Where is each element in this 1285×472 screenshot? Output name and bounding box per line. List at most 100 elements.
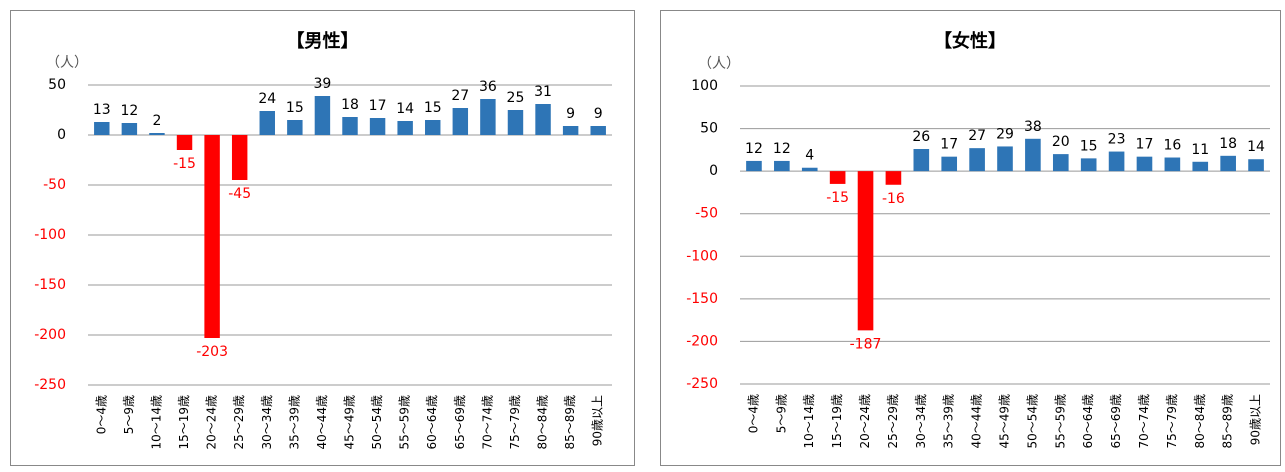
data-label: 15 xyxy=(424,100,442,116)
y-tick-label: 50 xyxy=(700,121,718,137)
y-tick-label: 100 xyxy=(691,78,718,94)
data-label: 16 xyxy=(1163,138,1181,154)
x-tick-label: 35～39歳 xyxy=(287,395,301,450)
bar xyxy=(1080,158,1097,172)
x-tick-label: 35～39歳 xyxy=(942,394,956,449)
bar xyxy=(1220,155,1236,172)
data-label: 24 xyxy=(258,91,276,107)
y-tick-label: 50 xyxy=(48,77,66,93)
data-label: 14 xyxy=(396,101,414,117)
data-label: 27 xyxy=(968,128,986,144)
bar xyxy=(1052,154,1069,172)
unit-label: （人） xyxy=(698,56,740,72)
x-tick-label: 20～24歳 xyxy=(858,394,872,449)
bar xyxy=(149,133,165,135)
x-tick-label: 80～84歳 xyxy=(1193,394,1207,449)
data-label: 27 xyxy=(451,88,469,104)
data-label: 23 xyxy=(1108,132,1126,148)
y-tick-label: -150 xyxy=(686,291,718,307)
bar xyxy=(314,96,331,135)
y-tick-label: -250 xyxy=(34,377,66,393)
x-tick-label: 70～74歳 xyxy=(480,395,494,450)
x-tick-label: 65～69歳 xyxy=(453,395,467,450)
data-label: 15 xyxy=(1080,138,1098,154)
y-tick-label: -50 xyxy=(43,177,66,193)
x-tick-label: 40～44歳 xyxy=(970,394,984,449)
data-label: 18 xyxy=(1219,136,1237,152)
x-tick-label: 75～79歳 xyxy=(508,395,522,450)
bar xyxy=(287,120,303,135)
bar xyxy=(204,135,220,338)
data-label: 17 xyxy=(940,137,958,153)
data-label: 9 xyxy=(594,106,603,122)
bar xyxy=(176,135,193,150)
bar xyxy=(369,118,386,135)
x-tick-label: 55～59歳 xyxy=(398,395,412,450)
bar xyxy=(913,149,930,172)
x-tick-label: 40～44歳 xyxy=(315,395,329,450)
data-label: -16 xyxy=(882,191,905,207)
x-tick-label: 10～14歳 xyxy=(802,394,816,449)
x-tick-label: 20～24歳 xyxy=(205,395,219,450)
bar xyxy=(94,122,110,135)
bar xyxy=(231,135,248,180)
bar xyxy=(480,99,496,135)
data-label: 18 xyxy=(341,97,359,113)
bar xyxy=(425,120,441,135)
x-tick-label: 80～84歳 xyxy=(536,395,550,450)
y-tick-label: 0 xyxy=(709,163,718,179)
bar xyxy=(342,117,358,135)
data-label: 20 xyxy=(1052,134,1070,150)
bar xyxy=(535,104,551,135)
x-tick-label: 0～4歳 xyxy=(94,395,108,434)
data-label: 31 xyxy=(534,84,552,100)
bar xyxy=(259,111,275,135)
x-tick-label: 5～9歳 xyxy=(774,394,788,433)
data-label: -187 xyxy=(850,336,882,352)
x-tick-label: 60～64歳 xyxy=(1081,394,1095,449)
chart-frame xyxy=(10,10,635,466)
y-tick-label: -200 xyxy=(686,333,718,349)
y-tick-label: -100 xyxy=(686,248,718,264)
data-label: 15 xyxy=(286,100,304,116)
data-label: -15 xyxy=(173,156,196,172)
y-tick-label: -150 xyxy=(34,277,66,293)
x-tick-label: 15～19歳 xyxy=(830,394,844,449)
bar xyxy=(941,156,958,172)
data-label: -15 xyxy=(826,190,849,206)
x-tick-label: 45～49歳 xyxy=(998,394,1012,449)
data-label: -45 xyxy=(228,186,251,202)
y-tick-label: 0 xyxy=(57,127,66,143)
x-tick-label: 75～79歳 xyxy=(1165,394,1179,449)
bar xyxy=(801,167,818,172)
bar xyxy=(397,121,413,135)
data-label: 2 xyxy=(152,113,161,129)
y-tick-label: -200 xyxy=(34,327,66,343)
x-tick-label: 70～74歳 xyxy=(1137,394,1151,449)
y-tick-label: -250 xyxy=(686,376,718,392)
x-tick-label: 30～34歳 xyxy=(914,394,928,449)
x-tick-label: 90歳以上 xyxy=(1249,394,1263,445)
bar xyxy=(746,160,762,172)
bar xyxy=(885,171,902,185)
bar xyxy=(997,146,1013,172)
x-tick-label: 90歳以上 xyxy=(591,395,605,446)
data-label: 26 xyxy=(912,129,930,145)
bar xyxy=(969,148,985,172)
x-tick-label: 0～4歳 xyxy=(746,394,760,433)
bar xyxy=(121,123,138,135)
data-label: 12 xyxy=(745,141,763,157)
x-tick-label: 85～89歳 xyxy=(563,395,577,450)
bar xyxy=(829,171,846,184)
data-label: 14 xyxy=(1247,139,1265,155)
data-label: 12 xyxy=(773,141,791,157)
data-label: 9 xyxy=(566,106,575,122)
data-label: 4 xyxy=(805,148,814,164)
y-tick-label: -100 xyxy=(34,227,66,243)
x-tick-label: 45～49歳 xyxy=(343,395,357,450)
data-label: 13 xyxy=(93,102,111,118)
data-label: 11 xyxy=(1191,142,1209,158)
x-tick-label: 30～34歳 xyxy=(260,395,274,450)
y-tick-label: -50 xyxy=(695,206,718,222)
